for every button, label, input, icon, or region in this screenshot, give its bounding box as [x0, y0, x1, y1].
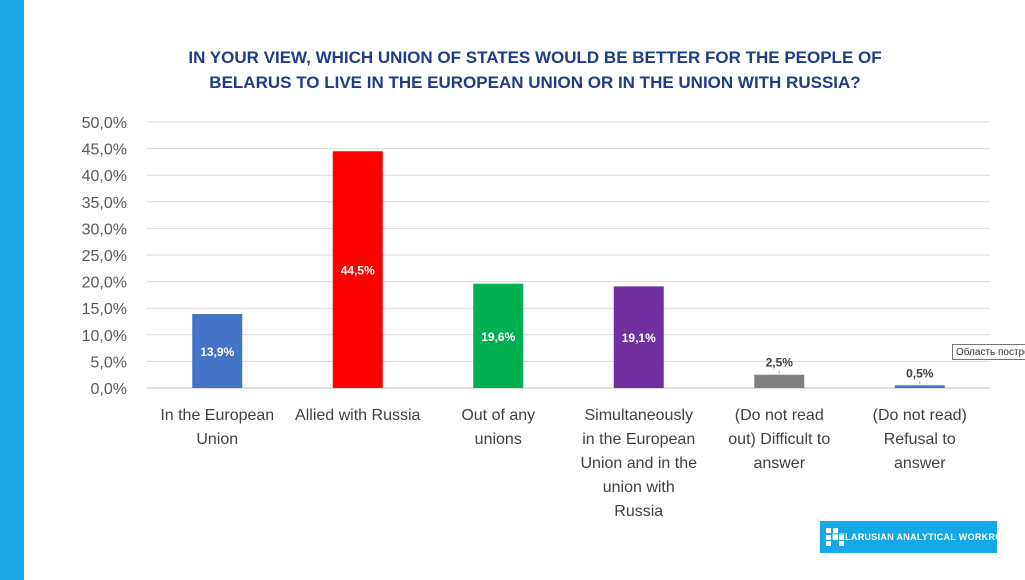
x-tick-label: union with: [603, 479, 675, 496]
x-tick-label: Union: [196, 431, 238, 448]
x-tick-label: (Do not read: [735, 407, 824, 424]
y-tick-label: 0,0%: [91, 381, 127, 398]
y-tick-label: 15,0%: [82, 301, 127, 318]
bar: [754, 374, 805, 388]
x-tick-label: (Do not read): [873, 407, 967, 424]
bar: [613, 286, 664, 388]
y-tick-label: 10,0%: [82, 328, 127, 345]
x-tick-label: In the European: [160, 407, 274, 424]
x-tick-label: Out of any: [461, 407, 535, 424]
data-label: 44,5%: [341, 264, 375, 278]
x-tick-label: Refusal to: [884, 431, 956, 448]
y-tick-label: 30,0%: [82, 221, 127, 238]
x-tick-label: Union and in the: [580, 455, 697, 472]
y-tick-label: 45,0%: [82, 142, 127, 159]
y-tick-label: 40,0%: [82, 168, 127, 185]
brand-logo[interactable]: Belarusian Analytical Workroom: [820, 521, 1017, 553]
bar: [192, 314, 243, 388]
x-tick-label: Simultaneously: [585, 407, 694, 424]
side-accent-bar: [0, 0, 24, 580]
data-label: 0,5%: [906, 366, 934, 380]
x-tick-label: unions: [475, 431, 522, 448]
x-tick-label: answer: [894, 455, 946, 472]
y-tick-label: 5,0%: [91, 354, 127, 371]
data-label: 13,9%: [200, 345, 234, 359]
x-tick-label: Russia: [614, 503, 663, 520]
data-label: 2,5%: [766, 356, 794, 370]
bar: [894, 385, 945, 388]
x-tick-label: answer: [753, 455, 805, 472]
y-tick-label: 25,0%: [82, 248, 127, 265]
x-tick-label: out) Difficult to: [728, 431, 830, 448]
y-tick-label: 50,0%: [82, 115, 127, 132]
bar: [332, 151, 383, 388]
y-tick-label: 35,0%: [82, 195, 127, 212]
y-tick-label: 20,0%: [82, 275, 127, 292]
plot-area-tooltip: Область построения: [952, 344, 1025, 360]
logo-text: Belarusian Analytical Workroom: [832, 532, 1018, 542]
data-label: 19,1%: [622, 331, 656, 345]
x-tick-label: in the European: [582, 431, 695, 448]
x-tick-label: Allied with Russia: [295, 407, 420, 424]
data-label: 19,6%: [481, 330, 515, 344]
bar: [473, 283, 524, 388]
chart-title: IN YOUR VIEW, WHICH UNION OF STATES WOUL…: [188, 48, 882, 92]
